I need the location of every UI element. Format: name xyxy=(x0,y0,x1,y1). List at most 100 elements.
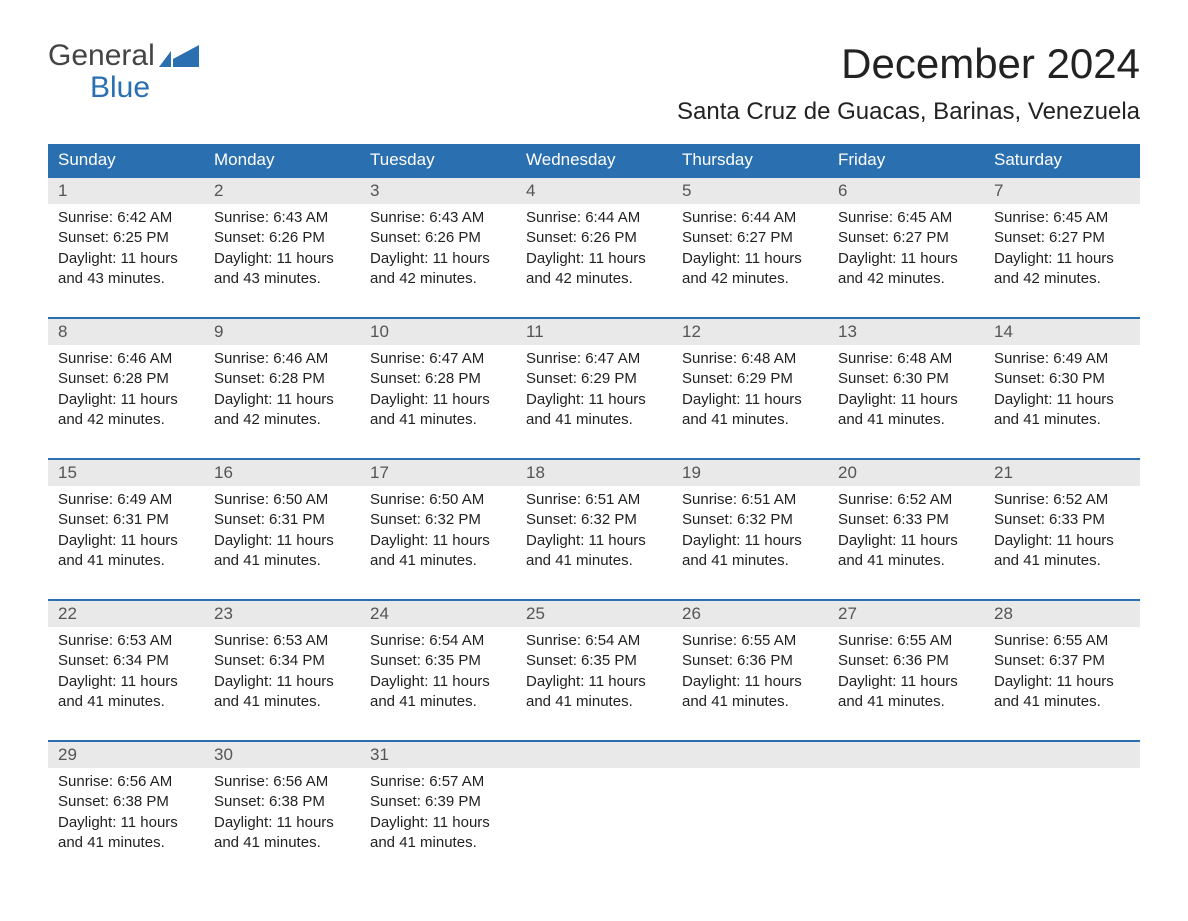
day-number-cell xyxy=(516,741,672,768)
daylight-line: Daylight: 11 hours and 41 minutes. xyxy=(682,390,818,431)
daylight-line: Daylight: 11 hours and 41 minutes. xyxy=(526,531,662,572)
logo-text-general: General xyxy=(48,40,155,72)
sunrise-line: Sunrise: 6:53 AM xyxy=(58,631,194,651)
day-data-cell: Sunrise: 6:52 AMSunset: 6:33 PMDaylight:… xyxy=(984,486,1140,600)
daylight-line: Daylight: 11 hours and 41 minutes. xyxy=(58,531,194,572)
calendar-body: 1234567Sunrise: 6:42 AMSunset: 6:25 PMDa… xyxy=(48,177,1140,881)
day-data-cell: Sunrise: 6:43 AMSunset: 6:26 PMDaylight:… xyxy=(204,204,360,318)
day-number-cell: 9 xyxy=(204,318,360,345)
sunset-line: Sunset: 6:27 PM xyxy=(994,228,1130,248)
day-number-cell: 6 xyxy=(828,177,984,204)
sunrise-line: Sunrise: 6:46 AM xyxy=(58,349,194,369)
calendar-table: SundayMondayTuesdayWednesdayThursdayFrid… xyxy=(48,144,1140,881)
sunset-line: Sunset: 6:39 PM xyxy=(370,792,506,812)
sunrise-line: Sunrise: 6:55 AM xyxy=(838,631,974,651)
sunrise-line: Sunrise: 6:54 AM xyxy=(370,631,506,651)
day-data-cell: Sunrise: 6:50 AMSunset: 6:32 PMDaylight:… xyxy=(360,486,516,600)
location: Santa Cruz de Guacas, Barinas, Venezuela xyxy=(677,98,1140,126)
day-number-cell: 25 xyxy=(516,600,672,627)
day-data-cell: Sunrise: 6:54 AMSunset: 6:35 PMDaylight:… xyxy=(360,627,516,741)
day-header: Saturday xyxy=(984,144,1140,177)
sunrise-line: Sunrise: 6:45 AM xyxy=(994,208,1130,228)
day-data-cell: Sunrise: 6:46 AMSunset: 6:28 PMDaylight:… xyxy=(48,345,204,459)
sunset-line: Sunset: 6:36 PM xyxy=(838,651,974,671)
daylight-line: Daylight: 11 hours and 41 minutes. xyxy=(370,390,506,431)
logo-flag-icon xyxy=(159,45,199,67)
day-data-cell: Sunrise: 6:53 AMSunset: 6:34 PMDaylight:… xyxy=(48,627,204,741)
day-header: Thursday xyxy=(672,144,828,177)
day-data-cell: Sunrise: 6:55 AMSunset: 6:36 PMDaylight:… xyxy=(672,627,828,741)
day-number-cell: 10 xyxy=(360,318,516,345)
sunset-line: Sunset: 6:32 PM xyxy=(370,510,506,530)
daylight-line: Daylight: 11 hours and 41 minutes. xyxy=(58,813,194,854)
day-number-cell: 22 xyxy=(48,600,204,627)
sunset-line: Sunset: 6:27 PM xyxy=(838,228,974,248)
sunrise-line: Sunrise: 6:42 AM xyxy=(58,208,194,228)
day-data-cell: Sunrise: 6:45 AMSunset: 6:27 PMDaylight:… xyxy=(828,204,984,318)
sunrise-line: Sunrise: 6:56 AM xyxy=(58,772,194,792)
day-data-cell xyxy=(672,768,828,881)
day-data-cell: Sunrise: 6:48 AMSunset: 6:29 PMDaylight:… xyxy=(672,345,828,459)
daylight-line: Daylight: 11 hours and 41 minutes. xyxy=(838,390,974,431)
day-data-cell: Sunrise: 6:43 AMSunset: 6:26 PMDaylight:… xyxy=(360,204,516,318)
day-data-cell: Sunrise: 6:55 AMSunset: 6:37 PMDaylight:… xyxy=(984,627,1140,741)
day-data-cell: Sunrise: 6:44 AMSunset: 6:27 PMDaylight:… xyxy=(672,204,828,318)
daylight-line: Daylight: 11 hours and 41 minutes. xyxy=(370,531,506,572)
daylight-line: Daylight: 11 hours and 43 minutes. xyxy=(58,249,194,290)
sunset-line: Sunset: 6:25 PM xyxy=(58,228,194,248)
day-data-cell: Sunrise: 6:48 AMSunset: 6:30 PMDaylight:… xyxy=(828,345,984,459)
sunset-line: Sunset: 6:31 PM xyxy=(214,510,350,530)
logo: General Blue xyxy=(48,40,199,103)
day-data-cell: Sunrise: 6:54 AMSunset: 6:35 PMDaylight:… xyxy=(516,627,672,741)
sunrise-line: Sunrise: 6:55 AM xyxy=(682,631,818,651)
day-number-cell: 28 xyxy=(984,600,1140,627)
day-data-cell: Sunrise: 6:47 AMSunset: 6:28 PMDaylight:… xyxy=(360,345,516,459)
daylight-line: Daylight: 11 hours and 42 minutes. xyxy=(370,249,506,290)
sunrise-line: Sunrise: 6:57 AM xyxy=(370,772,506,792)
day-data-cell: Sunrise: 6:56 AMSunset: 6:38 PMDaylight:… xyxy=(48,768,204,881)
daylight-line: Daylight: 11 hours and 41 minutes. xyxy=(370,813,506,854)
day-number-cell xyxy=(984,741,1140,768)
daylight-line: Daylight: 11 hours and 41 minutes. xyxy=(214,531,350,572)
daylight-line: Daylight: 11 hours and 41 minutes. xyxy=(838,531,974,572)
day-number-cell: 5 xyxy=(672,177,828,204)
title-block: December 2024 Santa Cruz de Guacas, Bari… xyxy=(677,40,1140,126)
day-number-cell: 2 xyxy=(204,177,360,204)
sunset-line: Sunset: 6:38 PM xyxy=(58,792,194,812)
daylight-line: Daylight: 11 hours and 41 minutes. xyxy=(58,672,194,713)
sunrise-line: Sunrise: 6:51 AM xyxy=(682,490,818,510)
header: General Blue December 2024 Santa Cruz de… xyxy=(48,40,1140,126)
sunset-line: Sunset: 6:28 PM xyxy=(370,369,506,389)
sunrise-line: Sunrise: 6:54 AM xyxy=(526,631,662,651)
day-number-cell: 1 xyxy=(48,177,204,204)
sunrise-line: Sunrise: 6:48 AM xyxy=(682,349,818,369)
sunrise-line: Sunrise: 6:43 AM xyxy=(370,208,506,228)
day-number-cell: 4 xyxy=(516,177,672,204)
day-number-cell: 18 xyxy=(516,459,672,486)
logo-text-blue: Blue xyxy=(48,72,199,104)
day-number-cell: 27 xyxy=(828,600,984,627)
day-header: Sunday xyxy=(48,144,204,177)
daylight-line: Daylight: 11 hours and 42 minutes. xyxy=(838,249,974,290)
daylight-line: Daylight: 11 hours and 41 minutes. xyxy=(214,813,350,854)
month-title: December 2024 xyxy=(677,40,1140,88)
day-header: Tuesday xyxy=(360,144,516,177)
sunset-line: Sunset: 6:30 PM xyxy=(838,369,974,389)
sunset-line: Sunset: 6:30 PM xyxy=(994,369,1130,389)
sunset-line: Sunset: 6:28 PM xyxy=(214,369,350,389)
daylight-line: Daylight: 11 hours and 41 minutes. xyxy=(370,672,506,713)
daylight-line: Daylight: 11 hours and 41 minutes. xyxy=(526,390,662,431)
daylight-line: Daylight: 11 hours and 42 minutes. xyxy=(58,390,194,431)
daylight-line: Daylight: 11 hours and 41 minutes. xyxy=(682,672,818,713)
day-data-cell: Sunrise: 6:56 AMSunset: 6:38 PMDaylight:… xyxy=(204,768,360,881)
sunset-line: Sunset: 6:28 PM xyxy=(58,369,194,389)
sunset-line: Sunset: 6:26 PM xyxy=(526,228,662,248)
logo-top: General xyxy=(48,40,199,72)
sunset-line: Sunset: 6:34 PM xyxy=(58,651,194,671)
sunset-line: Sunset: 6:35 PM xyxy=(526,651,662,671)
sunrise-line: Sunrise: 6:44 AM xyxy=(526,208,662,228)
day-number-cell: 17 xyxy=(360,459,516,486)
day-data-cell: Sunrise: 6:46 AMSunset: 6:28 PMDaylight:… xyxy=(204,345,360,459)
day-data-cell: Sunrise: 6:51 AMSunset: 6:32 PMDaylight:… xyxy=(516,486,672,600)
sunrise-line: Sunrise: 6:51 AM xyxy=(526,490,662,510)
